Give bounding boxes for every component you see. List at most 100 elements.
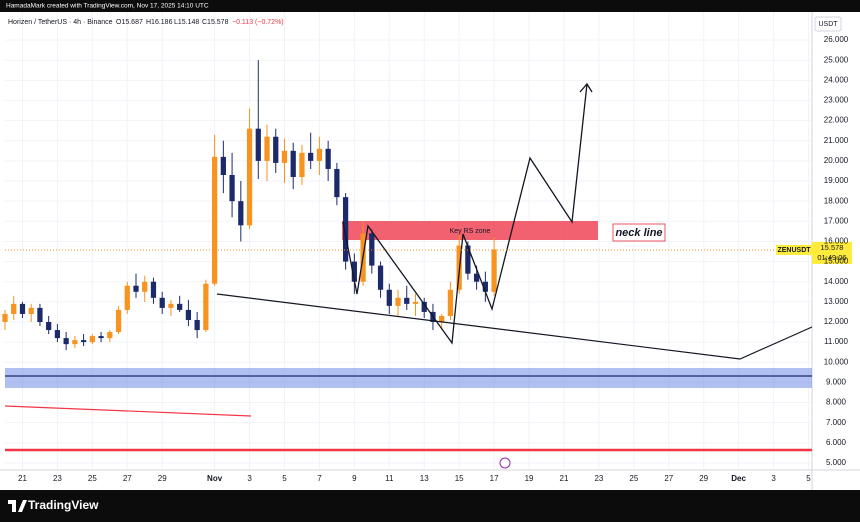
x-tick-label: 9 bbox=[352, 474, 357, 483]
x-tick-label: 27 bbox=[123, 474, 132, 483]
candle-body bbox=[377, 265, 384, 290]
symbol-tag bbox=[776, 244, 812, 255]
x-tick-label: 5 bbox=[282, 474, 287, 483]
y-tick-label: 12.000 bbox=[824, 317, 849, 326]
x-tick-label: 5 bbox=[806, 474, 811, 483]
x-tick-label: 25 bbox=[629, 474, 638, 483]
x-tick-label: 17 bbox=[490, 474, 499, 483]
watermark: HamadaMark created with TradingView.com,… bbox=[6, 3, 209, 10]
logo-icon bbox=[8, 500, 27, 512]
y-tick-label: 21.000 bbox=[824, 136, 849, 145]
neck-label: neck line bbox=[615, 227, 662, 239]
candle-body bbox=[115, 309, 122, 333]
currency: USDT bbox=[818, 21, 838, 28]
currency-box[interactable] bbox=[814, 16, 842, 32]
event-icon[interactable] bbox=[499, 457, 511, 469]
key-zone bbox=[342, 221, 598, 240]
x-tick-label: 29 bbox=[158, 474, 167, 483]
top-bar bbox=[0, 0, 860, 12]
candle-body bbox=[107, 332, 113, 339]
candle-body bbox=[54, 330, 61, 339]
y-tick-label: 8.000 bbox=[826, 398, 847, 407]
candle-body bbox=[89, 336, 95, 343]
candle-body bbox=[80, 340, 87, 343]
y-tick-label: 19.000 bbox=[824, 176, 849, 185]
x-tick-label: 3 bbox=[771, 474, 776, 483]
candle-body bbox=[447, 289, 454, 316]
candle-body bbox=[491, 249, 497, 292]
candle-body bbox=[404, 297, 410, 304]
y-tick-label: 14.000 bbox=[824, 277, 849, 286]
zone-label: Key RS zone bbox=[450, 228, 491, 235]
candle-body bbox=[124, 285, 130, 310]
candle-body bbox=[342, 197, 349, 262]
y-tick-label: 13.000 bbox=[824, 297, 849, 306]
y-tick-label: 15.000 bbox=[824, 257, 849, 266]
x-tick-label: 29 bbox=[699, 474, 708, 483]
x-tick-label: Dec bbox=[731, 474, 746, 483]
arrow-head bbox=[579, 82, 593, 93]
y-tick-label: 24.000 bbox=[824, 75, 849, 84]
candle-body bbox=[2, 313, 8, 322]
x-tick-label: 7 bbox=[317, 474, 322, 483]
x-tick-label: 15 bbox=[455, 474, 464, 483]
x-tick-label: 21 bbox=[18, 474, 27, 483]
y-tick-label: 6.000 bbox=[826, 438, 847, 447]
candle-body bbox=[246, 128, 253, 226]
candle-body bbox=[72, 340, 78, 345]
neck-label-box bbox=[612, 223, 666, 242]
x-tick-label: 11 bbox=[385, 474, 394, 483]
x-tick-label: 27 bbox=[664, 474, 673, 483]
countdown: 01:49:06 bbox=[817, 253, 846, 262]
candle-body bbox=[316, 148, 323, 161]
candle-body bbox=[203, 283, 209, 331]
neck-line bbox=[216, 293, 813, 360]
y-tick-label: 17.000 bbox=[824, 216, 849, 225]
candle-body bbox=[439, 315, 445, 322]
candle-body bbox=[46, 321, 52, 331]
y-tick-label: 10.000 bbox=[824, 357, 849, 366]
candle-body bbox=[159, 297, 165, 308]
x-tick-label: 21 bbox=[560, 474, 569, 483]
x-tick-label: 23 bbox=[53, 474, 62, 483]
change: −0.113 (−0.72%) bbox=[232, 19, 284, 26]
x-tick-label: 3 bbox=[247, 474, 252, 483]
candle-body bbox=[386, 289, 392, 306]
candle-body bbox=[299, 152, 305, 178]
x-tick-label: 13 bbox=[420, 474, 429, 483]
candle-body bbox=[325, 148, 331, 169]
y-tick-label: 23.000 bbox=[824, 96, 849, 105]
ohlc-open: O15.687 bbox=[116, 19, 143, 26]
last-price: 15.578 bbox=[821, 243, 844, 252]
symbol-title: Horizen / TetherUS · 4h · Binance bbox=[8, 19, 113, 26]
candle-body bbox=[255, 128, 261, 161]
candle-body bbox=[290, 150, 296, 178]
candle-body bbox=[63, 338, 69, 345]
candle-body bbox=[395, 297, 401, 306]
candle-body bbox=[194, 319, 200, 331]
candle-body bbox=[351, 261, 357, 282]
footer bbox=[0, 490, 860, 522]
candle-body bbox=[238, 201, 244, 226]
y-tick-label: 7.000 bbox=[826, 418, 847, 427]
candle-body bbox=[211, 156, 218, 284]
candle-body bbox=[281, 150, 288, 163]
ohlc-close: C15.578 bbox=[202, 19, 229, 26]
support-band bbox=[5, 368, 812, 388]
red-trend-line bbox=[4, 405, 252, 417]
x-tick-label: 25 bbox=[88, 474, 97, 483]
ohlc-low: L15.148 bbox=[174, 19, 199, 26]
logo: TradingView bbox=[28, 498, 99, 512]
candle-body bbox=[482, 281, 488, 292]
candle-body bbox=[98, 336, 104, 339]
y-tick-label: 9.000 bbox=[826, 378, 847, 387]
y-tick-label: 22.000 bbox=[824, 116, 849, 125]
x-tick-label: Nov bbox=[207, 474, 223, 483]
candle-body bbox=[308, 152, 314, 161]
candle-body bbox=[150, 281, 157, 298]
y-tick-label: 18.000 bbox=[824, 196, 849, 205]
y-tick-label: 25.000 bbox=[824, 55, 849, 64]
